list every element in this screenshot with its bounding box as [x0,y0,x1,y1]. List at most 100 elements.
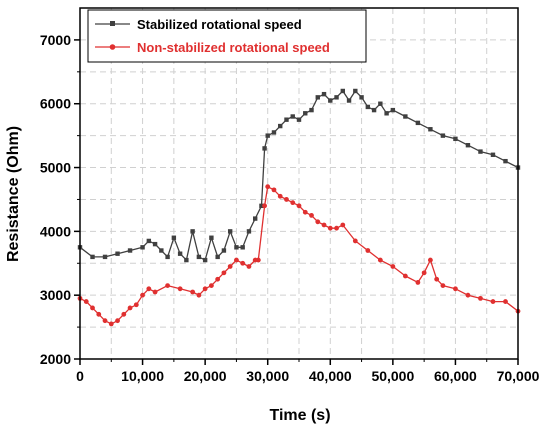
data-point [340,222,346,228]
x-tick-label: 50,000 [371,368,414,384]
ticks [74,39,519,365]
data-point [171,235,177,240]
legend: Stabilized rotational speed Non-stabiliz… [87,9,367,63]
data-point [490,152,496,157]
x-tick-label: 10,000 [121,368,164,384]
data-point [453,286,458,292]
data-point [215,276,221,282]
data-point [321,91,327,97]
data-point [115,318,120,324]
data-point [303,111,308,116]
data-point [315,95,320,100]
data-point [415,120,421,126]
x-tick-label: 40,000 [309,368,352,384]
data-point [240,245,245,250]
series-nonstabilized [77,184,521,327]
y-tick-label: 4000 [40,223,71,239]
x-tick-label: 0 [76,368,84,384]
data-point [190,289,196,295]
data-point [465,292,471,298]
x-tick-label: 70,000 [497,368,540,384]
data-point [202,286,208,292]
data-point [152,241,158,247]
data-point [384,111,389,116]
data-point [127,305,133,311]
data-point [177,251,183,256]
x-axis-title: Time (s) [269,407,330,424]
data-point [390,107,396,113]
y-tick-label: 6000 [40,96,71,112]
data-point [215,254,220,260]
data-point [202,257,208,263]
data-point [390,264,396,269]
data-point [221,270,227,276]
data-point [478,295,483,301]
data-point [334,225,339,231]
x-tick-label: 60,000 [434,368,477,384]
data-point [309,213,314,218]
data-point [284,197,289,202]
data-point [177,286,183,292]
y-tick-label: 7000 [40,32,71,48]
y-tick-label: 5000 [40,160,71,176]
data-point [265,184,271,190]
data-point [152,289,158,295]
data-point [490,299,496,304]
legend-label-stabilized: Stabilized rotational speed [137,17,302,32]
data-point [271,130,277,135]
x-tick-label: 30,000 [246,368,289,384]
data-point [340,88,345,94]
data-point [234,257,239,263]
data-point [278,123,283,129]
series-line [79,90,519,261]
data-point [83,299,89,304]
data-point [453,136,458,142]
data-point [402,273,408,279]
data-point [428,257,433,263]
data-point [140,245,145,250]
data-point [346,98,352,103]
data-point [262,203,267,209]
data-point [440,133,446,138]
data-point [190,229,195,234]
data-point [434,276,440,282]
data-point [221,248,227,253]
data-point [108,321,114,327]
data-point [428,127,433,132]
data-point [309,107,314,113]
data-point [478,149,483,154]
data-point [440,283,446,289]
legend-marker-stabilized [110,21,115,26]
data-point [378,101,383,106]
data-point [296,117,302,122]
data-point [277,193,283,199]
data-point [196,254,202,260]
data-point [503,299,508,304]
data-point [127,248,133,253]
data-point [377,257,383,263]
legend-box [87,9,367,63]
data-point [234,245,239,250]
y-tick-label: 2000 [40,351,71,367]
data-point [121,311,127,317]
legend-marker-nonstabilized [109,44,116,50]
data-point [240,260,246,266]
data-point [246,264,252,269]
y-axis-title: Resistance (Ohm) [5,126,22,262]
data-point [328,98,333,103]
data-point [290,200,296,206]
data-point [259,203,264,209]
data-point [296,203,302,209]
data-point [334,95,339,100]
data-point [227,229,233,234]
series-stabilized [77,88,521,263]
y-tick-label: 3000 [40,287,71,303]
data-point [403,114,408,119]
data-point [503,158,508,164]
data-point [415,280,421,285]
data-point [96,311,102,317]
data-point [165,283,171,289]
data-point [321,222,327,228]
data-point [371,107,377,113]
